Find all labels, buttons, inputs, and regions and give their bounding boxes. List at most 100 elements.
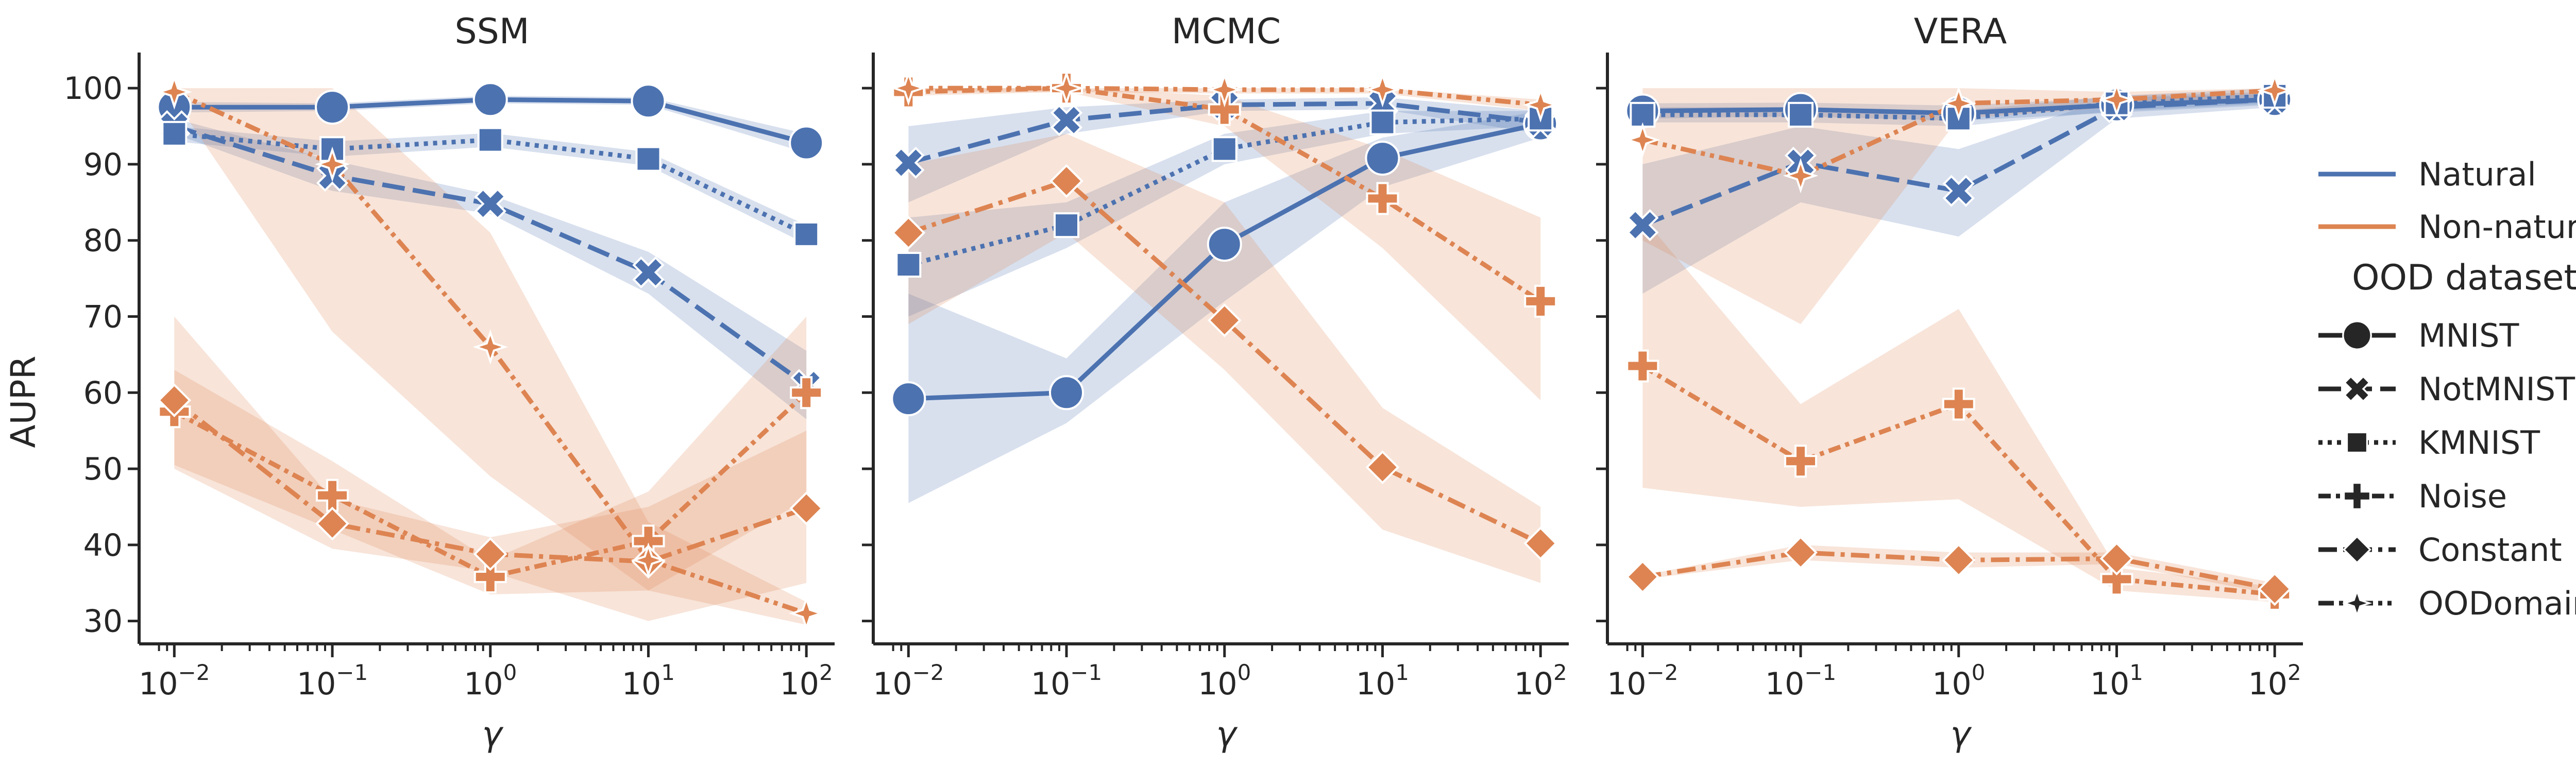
x-tick-label: 10−2 — [139, 660, 210, 702]
x-tick-label: 10−1 — [1765, 660, 1836, 702]
band-oodomain — [1642, 88, 2275, 325]
point-notmnist — [474, 187, 506, 220]
point-oodomain — [2257, 73, 2293, 108]
x-tick-label: 10−2 — [1607, 660, 1678, 702]
series-markers — [156, 74, 824, 632]
point-notmnist — [892, 146, 925, 179]
x-tick-label: 101 — [1356, 660, 1409, 702]
y-tick-label: 30 — [83, 604, 123, 640]
legend-entry-kmnist: KMNIST — [2318, 424, 2540, 462]
confidence-bands — [1642, 88, 2275, 602]
point-kmnist — [1211, 136, 1238, 162]
x-tick-label: 10−1 — [297, 660, 368, 702]
y-axis-label: AUPR — [4, 355, 43, 448]
y-tick-label: 50 — [83, 451, 123, 487]
legend-label: Non-natural — [2418, 208, 2576, 246]
point-notmnist — [1942, 175, 1975, 207]
legend-label: OODomain — [2418, 585, 2576, 622]
point-constant — [1365, 450, 1400, 484]
point-noise — [473, 560, 507, 593]
y-tick-label: 100 — [63, 71, 123, 107]
legend-label: Constant — [2418, 531, 2562, 569]
point-mnist — [631, 83, 666, 119]
point-mnist — [1365, 141, 1400, 176]
panel-vera: VERA 10−2 10−1 100 101 102 γ — [1596, 11, 2303, 754]
y-tick-label: 90 — [83, 147, 123, 183]
legend-marker-plus — [2343, 482, 2371, 510]
point-noise — [1524, 284, 1557, 318]
point-mnist — [789, 125, 824, 161]
point-oodomain — [788, 595, 824, 632]
point-kmnist — [793, 221, 820, 247]
point-oodomain — [2099, 81, 2134, 117]
point-noise — [1942, 387, 1975, 421]
point-constant — [1049, 164, 1083, 198]
line-kmnist — [908, 116, 1541, 267]
x-axis-label: γ — [482, 714, 503, 754]
point-oodomain — [156, 74, 192, 110]
point-constant — [2258, 572, 2292, 606]
point-noise — [1366, 182, 1399, 215]
point-notmnist — [1050, 104, 1083, 136]
panel-title: VERA — [1914, 11, 2007, 52]
point-noise — [790, 376, 823, 409]
point-kmnist — [1054, 212, 1080, 238]
point-constant — [789, 491, 824, 525]
point-kmnist — [477, 127, 503, 153]
legend-label: Noise — [2418, 477, 2507, 515]
point-constant — [1523, 526, 1558, 560]
legend-marker-circle — [2342, 320, 2372, 350]
panel-title: SSM — [455, 11, 530, 52]
point-kmnist — [1369, 109, 1396, 135]
legend-heading: OOD dataset — [2352, 258, 2576, 298]
legend-label: KMNIST — [2418, 424, 2540, 462]
point-constant — [157, 383, 192, 417]
series-markers — [890, 70, 1558, 560]
legend-entry-mnist: MNIST — [2318, 317, 2520, 354]
point-constant — [891, 216, 926, 250]
x-tick-label: 100 — [1932, 660, 1985, 702]
panel-mcmc: MCMC 10−2 10−1 100 101 102 γ — [862, 11, 1569, 754]
y-tick-label: 40 — [83, 527, 123, 564]
point-constant — [315, 506, 349, 541]
point-constant — [1941, 543, 1976, 577]
band-notmnist — [174, 118, 807, 420]
point-oodomain — [890, 70, 926, 106]
point-oodomain — [1207, 72, 1243, 108]
series-markers — [1624, 73, 2293, 611]
point-constant — [473, 537, 507, 571]
legend-entry-notmnist: NotMNIST — [2318, 370, 2575, 408]
point-mnist — [1207, 227, 1242, 262]
legend: Natural Non-natural OOD dataset MNIST NotMNI… — [2318, 156, 2576, 622]
point-oodomain — [472, 329, 509, 365]
legend-marker-diamond — [2343, 535, 2371, 564]
point-noise — [316, 479, 349, 512]
point-kmnist — [161, 121, 188, 147]
legend-marker-square — [2346, 431, 2368, 454]
legend-entry-natural: Natural — [2318, 156, 2536, 193]
x-tick-label: 101 — [2090, 660, 2143, 702]
x-axis-label: γ — [1950, 714, 1972, 754]
y-tick-label: 70 — [83, 299, 123, 335]
legend-label: MNIST — [2418, 317, 2520, 354]
point-constant — [1625, 560, 1660, 594]
x-tick-label: 102 — [1514, 660, 1567, 702]
point-mnist — [1049, 375, 1084, 411]
x-axis-label: γ — [1216, 714, 1238, 754]
x-tick-label: 100 — [1198, 660, 1251, 702]
legend-entry-oodomain: OODomain — [2318, 585, 2576, 622]
y-tick-label: 60 — [83, 375, 123, 411]
point-noise — [1626, 349, 1659, 383]
point-notmnist — [632, 256, 665, 288]
x-tick-label: 100 — [464, 660, 517, 702]
legend-label: Natural — [2418, 156, 2536, 193]
panel-ssm: SSM 30 40 50 60 70 80 90 100 10−2 10−1 100 101 102 γ — [63, 11, 835, 754]
panel-title: MCMC — [1172, 11, 1281, 52]
point-constant — [2099, 541, 2134, 576]
point-oodomain — [1624, 122, 1660, 158]
x-tick-label: 102 — [2248, 660, 2301, 702]
legend-marker-x — [2343, 375, 2371, 403]
point-constant — [1207, 303, 1242, 337]
point-noise — [2100, 562, 2133, 596]
